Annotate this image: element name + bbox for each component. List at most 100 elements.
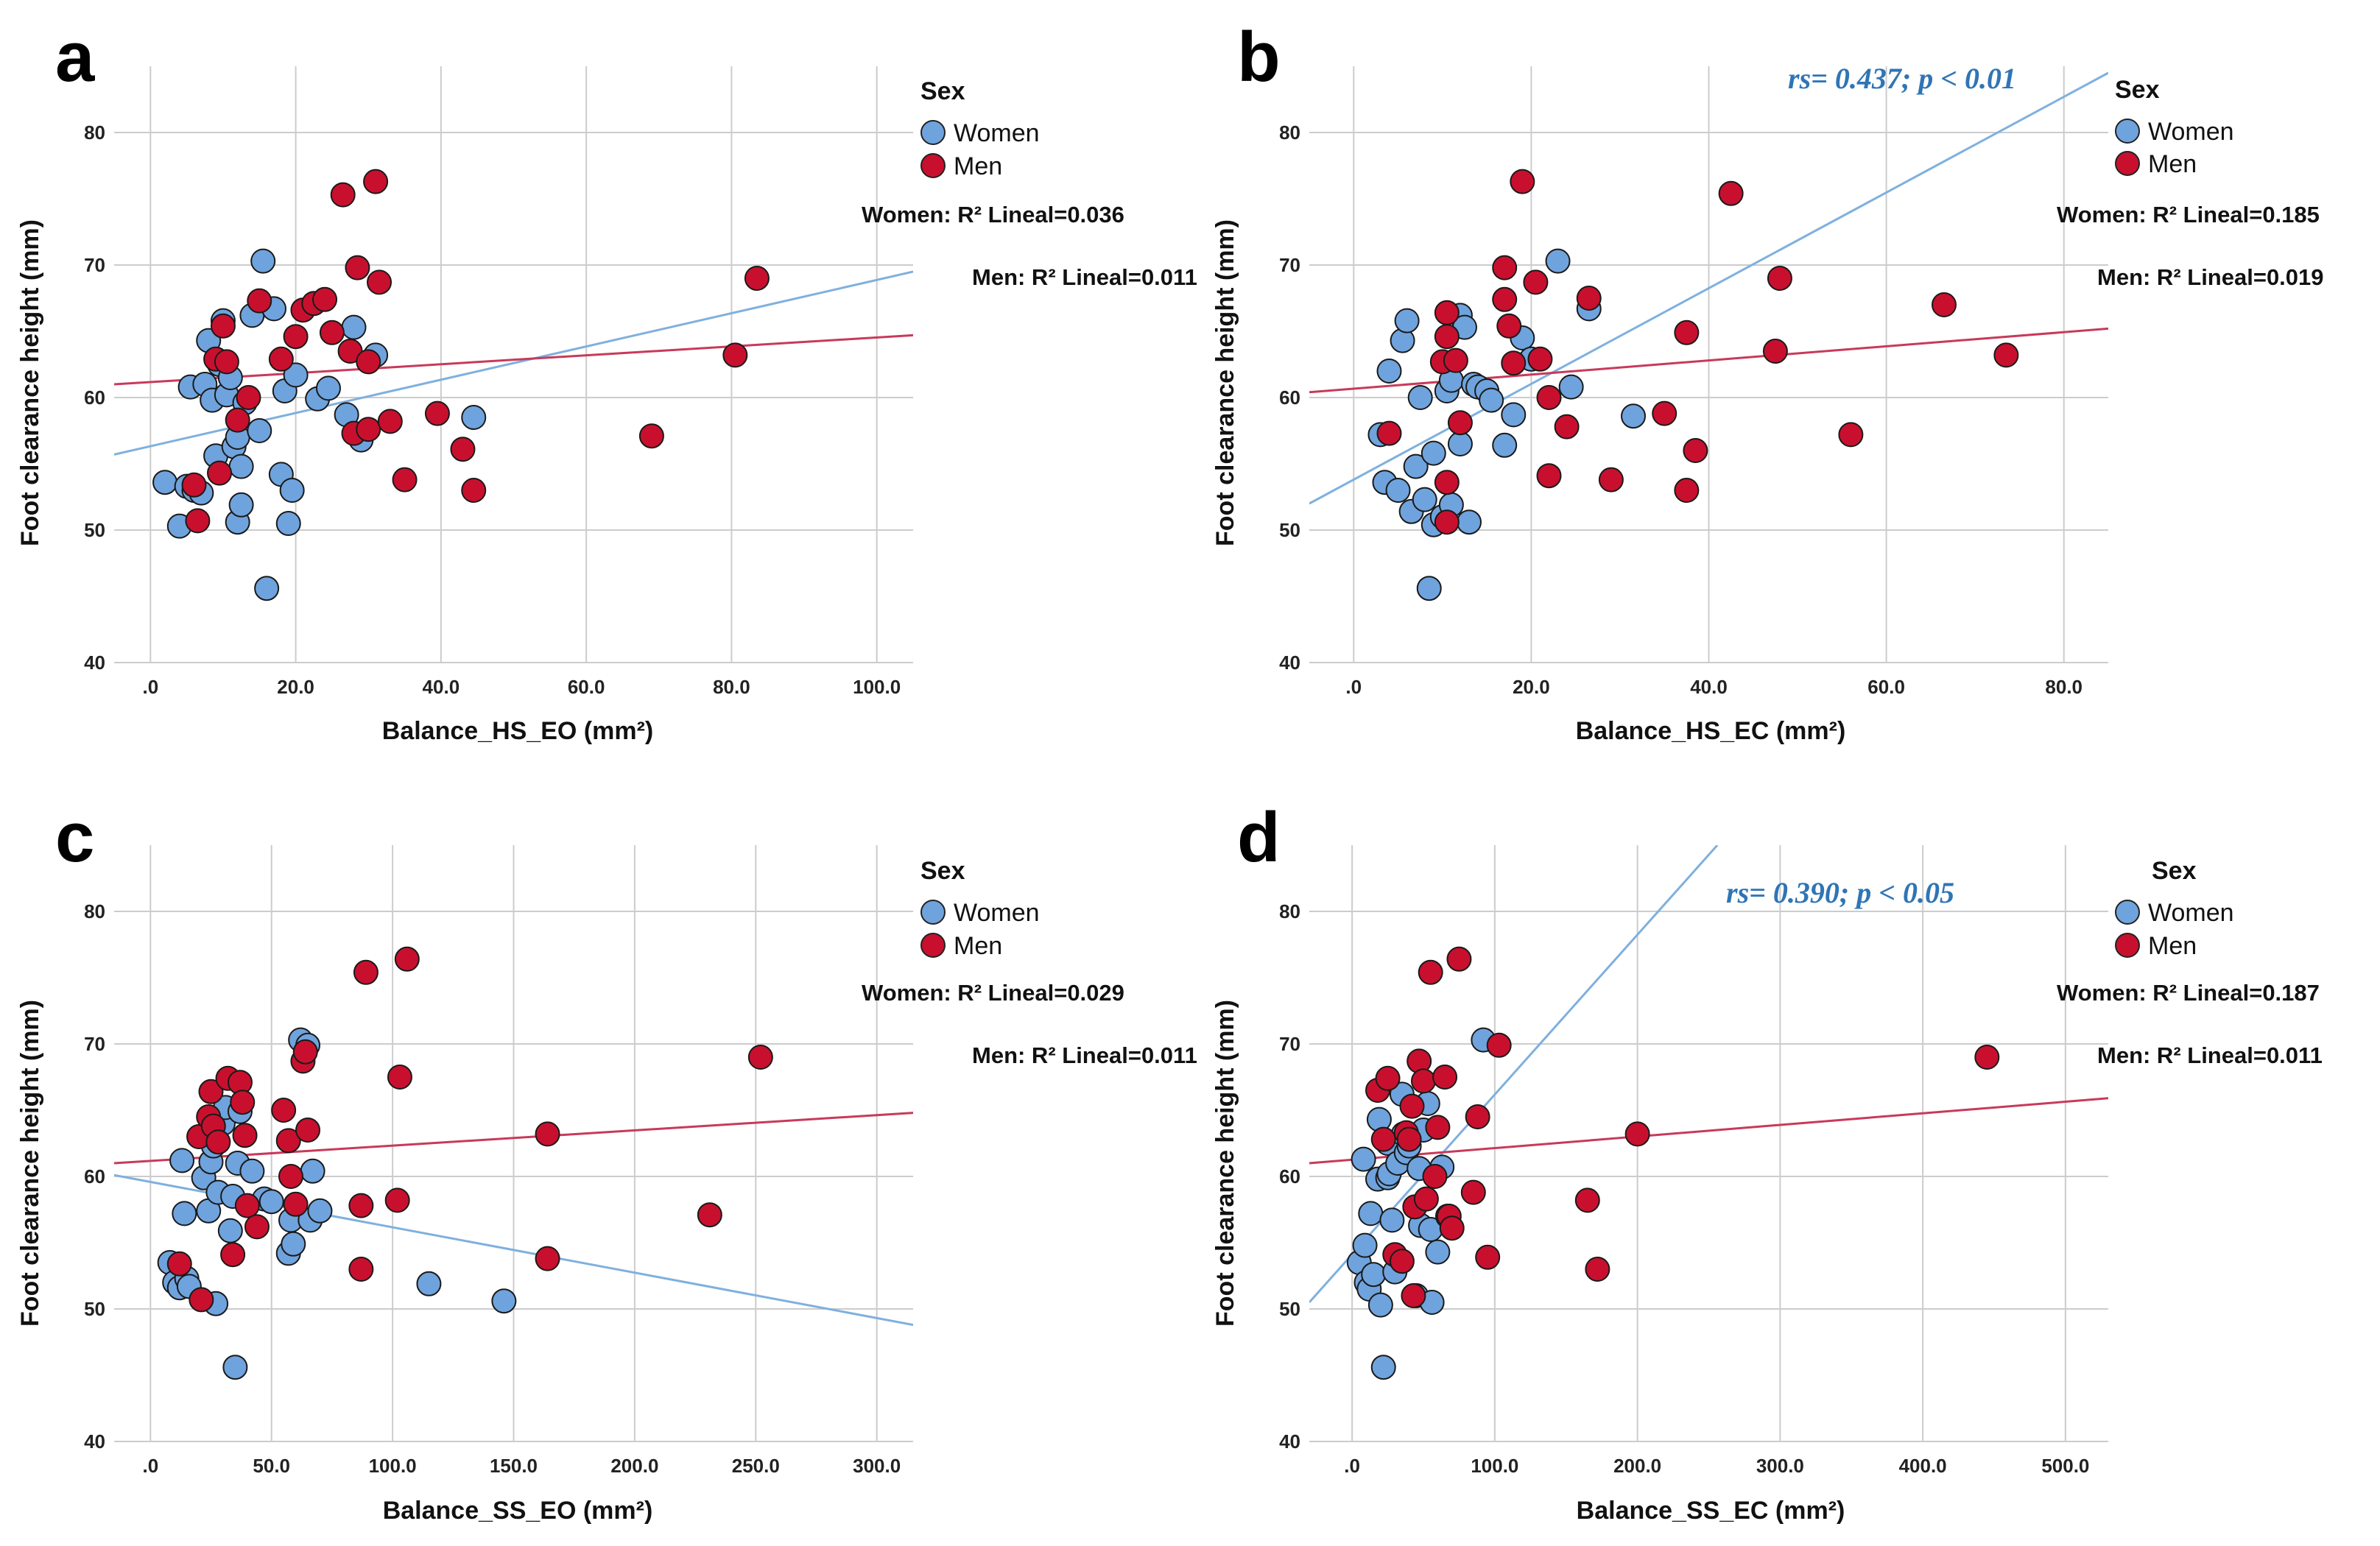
point-women-a bbox=[254, 576, 280, 601]
point-women-b bbox=[1621, 403, 1647, 429]
point-men-b bbox=[1447, 410, 1473, 436]
point-men-a bbox=[312, 286, 338, 312]
legend-title-a: Sex bbox=[920, 77, 965, 105]
point-men-c bbox=[275, 1128, 301, 1154]
point-women-d bbox=[1379, 1207, 1405, 1233]
point-men-d bbox=[1396, 1126, 1422, 1152]
point-men-b bbox=[1838, 422, 1864, 448]
legend-men-marker-d bbox=[2115, 933, 2140, 958]
point-women-d bbox=[1370, 1355, 1396, 1380]
point-men-c bbox=[535, 1246, 560, 1271]
point-men-d bbox=[1422, 1164, 1448, 1189]
plot-c: .0 50.0 100.0 150.0 200.0 250.0 300.0 40 50 60 70 8… bbox=[84, 845, 913, 1477]
x-tick-label-c: .0 bbox=[142, 1455, 158, 1477]
y-tick-label-a: 50 bbox=[84, 519, 105, 541]
x-axis-label-b: Balance_HS_EC (mm²) bbox=[1576, 717, 1846, 745]
point-men-b bbox=[1652, 400, 1677, 426]
point-women-b bbox=[1545, 248, 1571, 274]
point-men-b bbox=[1527, 346, 1553, 372]
point-men-c bbox=[278, 1164, 304, 1189]
point-men-c bbox=[205, 1129, 231, 1155]
point-women-c bbox=[172, 1201, 197, 1226]
fit-line-men-a bbox=[114, 333, 913, 386]
y-axis-label-d: Foot clearance height (mm) bbox=[1211, 1000, 1239, 1327]
point-women-c bbox=[416, 1271, 442, 1296]
legend-women-label-d: Women bbox=[2148, 899, 2234, 927]
point-men-b bbox=[1523, 269, 1549, 295]
x-tick-label-d: 500.0 bbox=[2041, 1455, 2089, 1477]
point-men-d bbox=[1401, 1283, 1426, 1308]
point-men-a bbox=[450, 437, 476, 462]
x-tick-label-c: 100.0 bbox=[369, 1455, 417, 1477]
x-tick-label-a: .0 bbox=[142, 676, 158, 698]
point-men-b bbox=[1434, 300, 1460, 325]
legend-men-label-b: Men bbox=[2148, 150, 2197, 178]
point-men-d bbox=[1585, 1257, 1610, 1282]
point-men-d bbox=[1439, 1215, 1465, 1241]
point-men-a bbox=[638, 423, 664, 449]
point-men-b bbox=[1443, 347, 1468, 373]
panel-b: b .0 20.0 40.0 60.0 80.0 40 50 60 70 80 rs= 0.437… bbox=[1211, 18, 2324, 745]
point-men-a bbox=[722, 342, 748, 368]
r2-men-a: Men: R² Lineal=0.011 bbox=[972, 264, 1197, 290]
point-women-b bbox=[1403, 453, 1429, 479]
point-men-a bbox=[330, 182, 356, 208]
point-women-a bbox=[283, 362, 309, 388]
y-tick-label-b: 60 bbox=[1279, 386, 1300, 409]
stat-annotation-b: rs= 0.437; p < 0.01 bbox=[1788, 62, 2016, 95]
r2-men-b: Men: R² Lineal=0.019 bbox=[2097, 264, 2324, 290]
x-tick-label-a: 80.0 bbox=[713, 676, 750, 698]
legend-women-marker-b bbox=[2115, 119, 2140, 144]
point-men-c bbox=[384, 1187, 410, 1213]
point-men-c bbox=[747, 1045, 773, 1070]
point-men-c bbox=[166, 1251, 192, 1277]
legend-women-label-a: Women bbox=[954, 119, 1040, 147]
point-men-d bbox=[1413, 1186, 1439, 1212]
panel-letter-d: d bbox=[1237, 798, 1281, 877]
point-men-a bbox=[214, 349, 239, 375]
r2-men-c: Men: R² Lineal=0.011 bbox=[972, 1042, 1197, 1068]
point-men-c bbox=[535, 1121, 560, 1147]
point-men-c bbox=[230, 1090, 256, 1115]
point-women-b bbox=[1447, 431, 1473, 456]
point-men-a bbox=[319, 320, 345, 345]
legend-men-label-d: Men bbox=[2148, 932, 2197, 960]
point-men-b bbox=[1434, 509, 1460, 535]
fit-line-women-d bbox=[1309, 845, 1719, 1303]
point-men-b bbox=[1674, 478, 1700, 503]
plot-b: .0 20.0 40.0 60.0 80.0 40 50 60 70 80 bbox=[1279, 66, 2108, 698]
x-tick-label-b: 60.0 bbox=[1867, 676, 1905, 698]
legend-men-marker-a bbox=[920, 153, 946, 178]
point-men-d bbox=[1974, 1045, 2000, 1070]
x-tick-label-a: 20.0 bbox=[277, 676, 314, 698]
legend-title-d: Sex bbox=[2152, 857, 2197, 885]
panel-letter-a: a bbox=[55, 18, 95, 96]
point-men-c bbox=[283, 1191, 309, 1217]
x-tick-label-d: .0 bbox=[1344, 1455, 1360, 1477]
point-men-b bbox=[1376, 420, 1402, 446]
x-tick-label-d: 200.0 bbox=[1613, 1455, 1661, 1477]
point-men-d bbox=[1460, 1179, 1486, 1205]
point-men-d bbox=[1370, 1126, 1396, 1152]
point-men-a bbox=[185, 508, 211, 534]
plot-a: .0 20.0 40.0 60.0 80.0 100.0 40 50 60 70 80 bbox=[84, 66, 913, 698]
x-tick-label-a: 60.0 bbox=[568, 676, 605, 698]
y-axis-label-a: Foot clearance height (mm) bbox=[16, 219, 44, 546]
x-tick-label-c: 300.0 bbox=[853, 1455, 901, 1477]
point-women-d bbox=[1352, 1232, 1378, 1258]
point-men-b bbox=[1434, 324, 1460, 350]
point-men-b bbox=[1536, 463, 1562, 489]
y-tick-label-a: 80 bbox=[84, 121, 105, 144]
x-tick-label-b: 20.0 bbox=[1513, 676, 1550, 698]
point-women-d bbox=[1361, 1262, 1387, 1288]
point-men-a bbox=[225, 407, 250, 433]
point-women-b bbox=[1558, 374, 1584, 400]
stat-annotation-d: rs= 0.390; p < 0.05 bbox=[1726, 876, 1954, 909]
y-tick-label-d: 70 bbox=[1279, 1033, 1300, 1055]
point-men-b bbox=[1683, 438, 1708, 463]
point-men-a bbox=[377, 409, 403, 434]
point-men-c bbox=[189, 1287, 214, 1313]
y-tick-label-c: 80 bbox=[84, 900, 105, 922]
point-men-d bbox=[1389, 1249, 1415, 1274]
